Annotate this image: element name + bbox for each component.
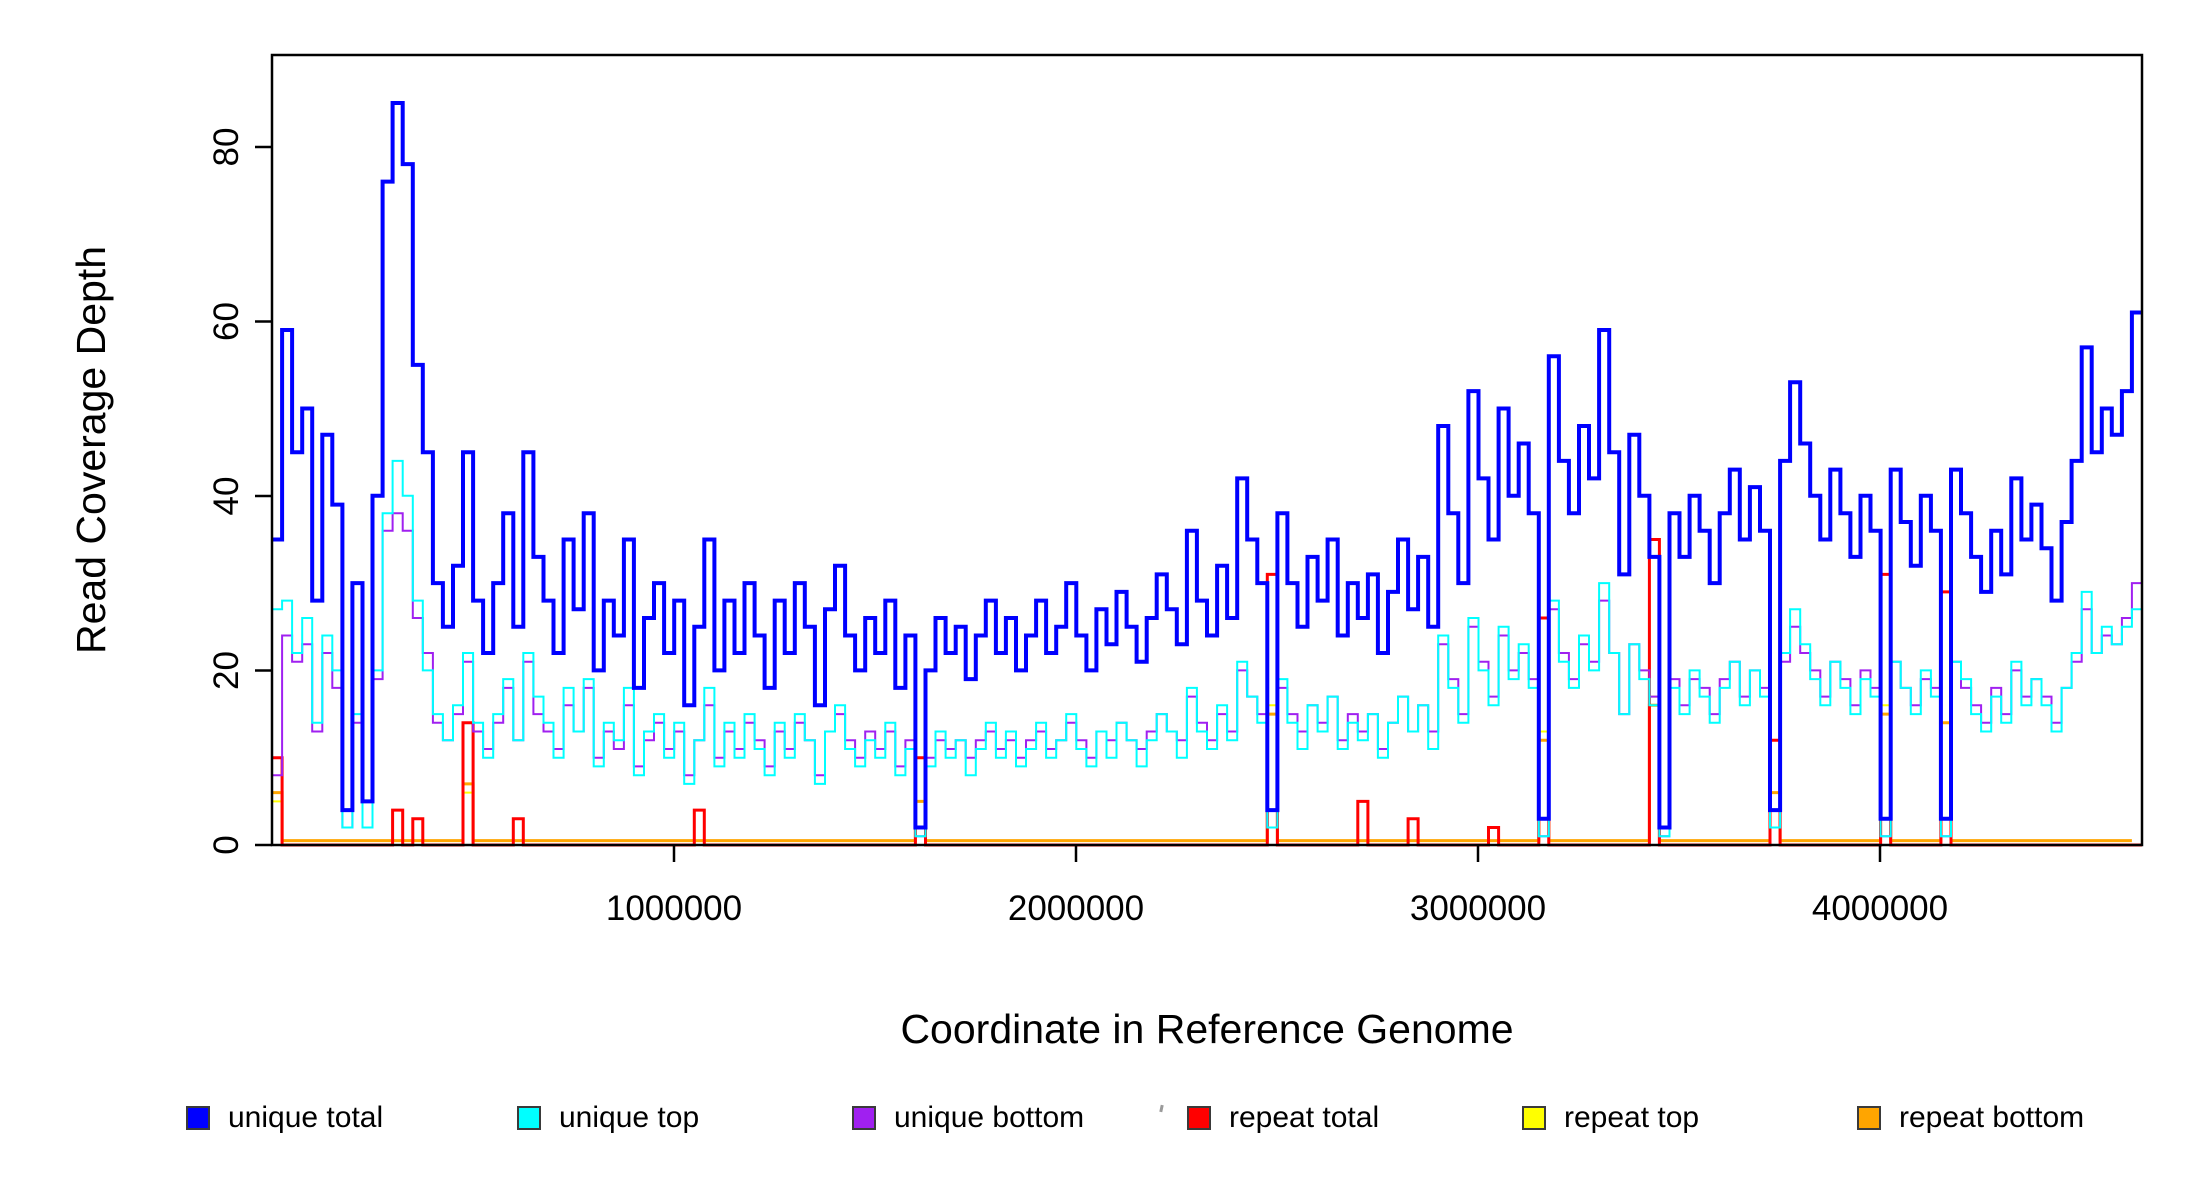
y-tick-label-60: 60	[207, 302, 246, 341]
legend: unique total unique top unique bottom re…	[0, 1098, 2200, 1142]
legend-item-unique-bottom: unique bottom	[852, 1098, 1084, 1138]
unique-total-swatch-icon	[186, 1106, 210, 1130]
series-line-unique-top	[272, 459, 2142, 838]
x-tick-label-1: 1000000	[606, 889, 742, 928]
repeat-total-swatch-icon	[1187, 1106, 1211, 1130]
legend-label: repeat bottom	[1899, 1101, 2085, 1134]
series-line-repeat-top	[272, 695, 2142, 846]
series-line-repeat-bottom	[272, 703, 2132, 843]
series-lines	[272, 101, 2142, 847]
legend-item-repeat-total: repeat total	[1187, 1098, 1379, 1138]
x-tick-label-4: 4000000	[1812, 889, 1948, 928]
unique-bottom-swatch-icon	[852, 1106, 876, 1130]
x-axis-title: Coordinate in Reference Genome	[900, 1006, 1513, 1052]
legend-label: unique total	[228, 1101, 384, 1134]
legend-item-repeat-bottom: repeat bottom	[1857, 1098, 2084, 1138]
legend-item-unique-top: unique top	[517, 1098, 699, 1138]
plot-frame	[255, 53, 2144, 862]
x-tick-label-2: 2000000	[1008, 889, 1144, 928]
y-tick-label-0: 0	[207, 835, 246, 854]
legend-item-repeat-top: repeat top	[1522, 1098, 1699, 1138]
series-line-unique-bottom	[272, 512, 2142, 838]
unique-top-swatch-icon	[517, 1106, 541, 1130]
legend-label: repeat total	[1229, 1101, 1380, 1134]
y-axis-title: Read Coverage Depth	[68, 246, 114, 654]
repeat-top-swatch-icon	[1522, 1106, 1546, 1130]
legend-item-unique-total: unique total	[186, 1098, 383, 1138]
plot-box	[270, 53, 2144, 847]
y-tick-label-80: 80	[207, 128, 246, 167]
series-line-unique-total	[272, 101, 2142, 830]
legend-label: unique bottom	[894, 1101, 1085, 1134]
x-tick-label-3: 3000000	[1410, 889, 1546, 928]
repeat-bottom-swatch-icon	[1857, 1106, 1881, 1130]
legend-label: unique top	[559, 1101, 700, 1134]
y-tick-label-20: 20	[207, 651, 246, 690]
legend-label: repeat top	[1564, 1101, 1700, 1134]
y-tick-label-40: 40	[207, 477, 246, 516]
